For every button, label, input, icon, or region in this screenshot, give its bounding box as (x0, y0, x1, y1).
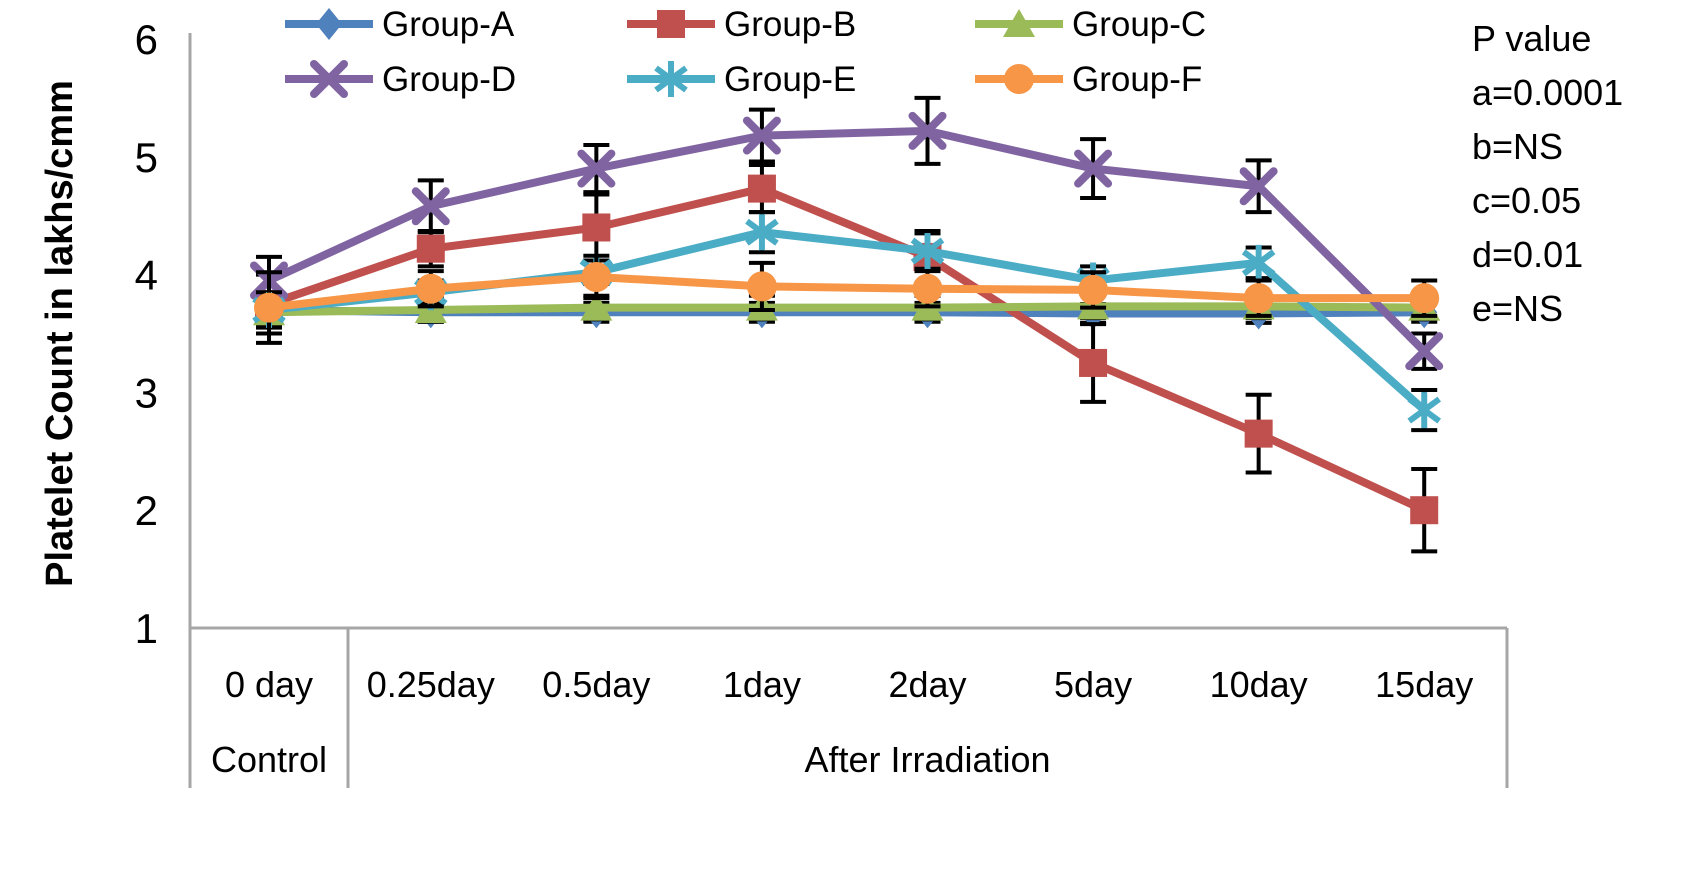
legend-label-group-d: Group-D (382, 60, 516, 99)
axes (188, 33, 1509, 788)
y-tick-label: 1 (135, 605, 158, 652)
series-markers-group-f (254, 261, 1440, 323)
legend-label-group-e: Group-E (724, 60, 856, 99)
p-value-line-e: e=NS (1472, 288, 1564, 329)
legend-label-group-f: Group-F (1072, 60, 1202, 99)
y-tick-label: 5 (135, 134, 158, 181)
y-tick-label: 4 (135, 252, 158, 299)
series-group-f (254, 253, 1440, 345)
p-value-line-a: a=0.0001 (1472, 72, 1624, 113)
x-group-label-after-irradiation: After Irradiation (804, 739, 1050, 780)
x-category-label: 0.25day (367, 664, 495, 705)
x-category-label: 0 day (225, 664, 313, 705)
y-tick-label: 2 (135, 487, 158, 534)
x-category-labels: 0 day 0.25day 0.5day 1day 2day 5day 10day 15day (225, 664, 1473, 705)
legend-item-group-f: Group-F (975, 60, 1202, 99)
y-tick-labels: 1 2 3 4 5 6 (135, 16, 158, 652)
p-value-line-c: c=0.05 (1472, 180, 1582, 221)
y-tick-label: 3 (135, 369, 158, 416)
series-line-group-c (268, 302, 1425, 317)
p-value-title: P value (1472, 18, 1592, 59)
legend-marker-group-b-icon (657, 10, 685, 38)
x-category-label: 10day (1210, 664, 1308, 705)
x-group-label-control: Control (211, 739, 327, 780)
y-axis-title: Platelet Count in lakhs/cmm (39, 80, 81, 587)
legend-marker-group-c-icon (1003, 9, 1035, 37)
y-tick-label: 6 (135, 16, 158, 63)
p-value-line-b: b=NS (1472, 126, 1564, 167)
p-value-panel: P value a=0.0001 b=NS c=0.05 d=0.01 e=NS (1472, 12, 1623, 336)
series-line-group-d (267, 126, 1428, 355)
x-category-label: 15day (1375, 664, 1473, 705)
legend-label-group-a: Group-A (382, 5, 515, 44)
x-category-label: 2day (888, 664, 966, 705)
legend-marker-group-f-icon (1004, 64, 1034, 94)
x-category-label: 5day (1054, 664, 1132, 705)
legend-item-group-a: Group-A (285, 5, 515, 44)
series-group-d (250, 95, 1444, 371)
x-category-label: 0.5day (542, 664, 650, 705)
legend-marker-group-a-icon (316, 8, 342, 40)
x-group-labels: Control After Irradiation (211, 739, 1051, 780)
legend-item-group-d: Group-D (285, 60, 516, 99)
x-category-label: 1day (723, 664, 801, 705)
legend-item-group-c: Group-C (975, 5, 1206, 44)
series-line-group-f (268, 272, 1425, 312)
p-value-line-d: d=0.01 (1472, 234, 1584, 275)
legend-item-group-b: Group-B (627, 5, 856, 44)
series-line-group-b (267, 184, 1426, 514)
legend: Group-A Group-B Group-C Group-D Group-E Group… (285, 5, 1206, 99)
legend-marker-group-e-icon (654, 61, 688, 97)
legend-label-group-b: Group-B (724, 5, 856, 44)
legend-item-group-e: Group-E (627, 60, 856, 99)
legend-label-group-c: Group-C (1072, 5, 1206, 44)
legend-marker-group-d-icon (310, 60, 348, 98)
